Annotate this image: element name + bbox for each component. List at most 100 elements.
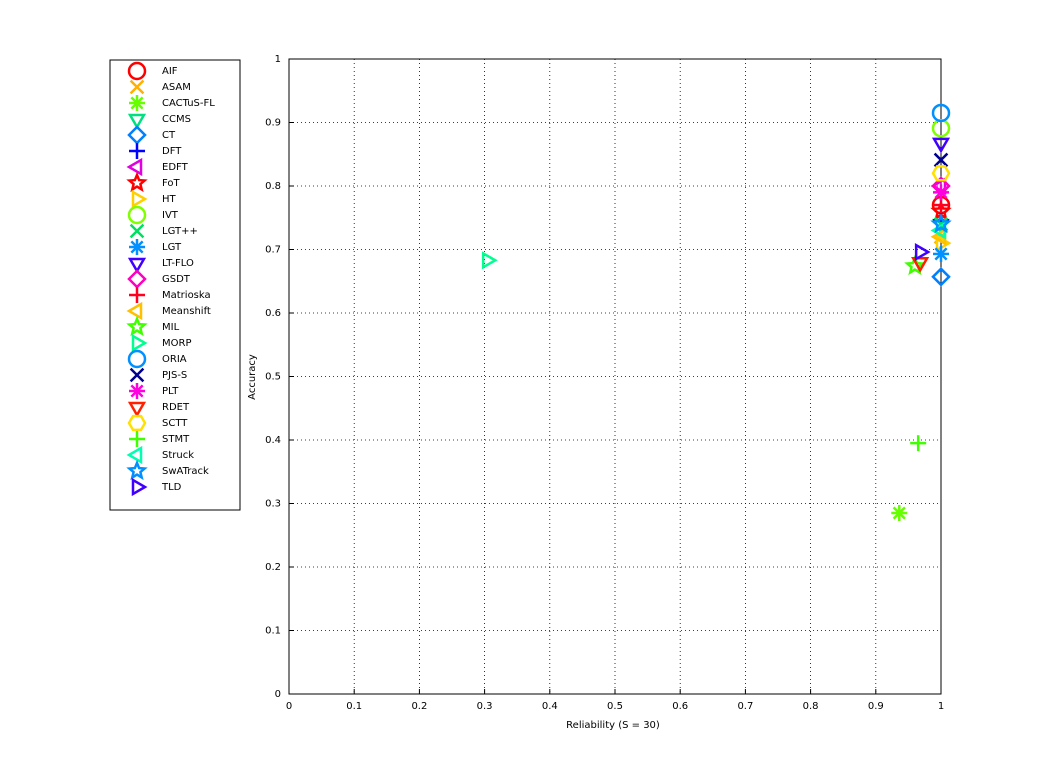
marker-shape xyxy=(127,401,147,418)
marker-shape xyxy=(934,185,948,199)
marker-shape xyxy=(127,257,147,274)
marker-shape xyxy=(931,137,951,154)
marker-shape xyxy=(126,171,148,193)
point xyxy=(914,242,931,262)
marker-shape xyxy=(129,367,145,383)
legend-label: PJS-S xyxy=(162,370,187,381)
legend-marker xyxy=(127,414,147,432)
legend-marker xyxy=(127,269,147,289)
x-tick-label: 0.3 xyxy=(477,701,493,712)
legend-marker xyxy=(129,367,145,383)
marker-shape xyxy=(930,212,952,234)
legend-label: CCMS xyxy=(162,114,191,125)
legend-marker xyxy=(129,223,145,239)
x-tick-label: 1 xyxy=(938,701,944,712)
legend-label: ORIA xyxy=(162,354,187,365)
legend-label: TLD xyxy=(161,482,182,493)
marker-shape xyxy=(892,506,906,520)
marker-shape xyxy=(130,240,144,254)
marker-shape xyxy=(126,315,148,337)
marker-shape xyxy=(127,414,147,432)
point xyxy=(931,267,951,287)
legend-marker xyxy=(127,61,147,81)
point xyxy=(933,245,949,262)
x-tick-label: 0.6 xyxy=(672,701,688,712)
y-tick-label: 0 xyxy=(275,689,281,700)
marker-shape xyxy=(914,242,931,262)
y-tick-label: 0.7 xyxy=(265,245,281,256)
legend-label: SwATrack xyxy=(162,466,209,477)
marker-shape xyxy=(126,157,143,177)
x-tick-label: 0.1 xyxy=(346,701,362,712)
legend-label: PLT xyxy=(162,386,179,397)
x-tick-label: 0 xyxy=(286,701,292,712)
legend-label: CT xyxy=(162,130,176,141)
legend-marker xyxy=(129,287,145,303)
marker-shape xyxy=(127,269,147,289)
legend-label: LGT xyxy=(162,242,182,253)
legend-label: FoT xyxy=(162,178,181,189)
legend-label: Meanshift xyxy=(162,306,211,317)
marker-shape xyxy=(931,165,951,182)
legend-marker xyxy=(129,239,145,255)
y-tick-label: 0.4 xyxy=(265,435,281,446)
x-tick-label: 0.4 xyxy=(542,701,558,712)
legend-marker xyxy=(129,431,145,447)
legend-marker xyxy=(127,125,147,145)
legend-label: AIF xyxy=(162,66,178,77)
y-tick-label: 0.9 xyxy=(265,118,281,129)
marker-shape xyxy=(931,267,951,287)
legend-marker xyxy=(126,171,148,193)
y-tick-label: 0.2 xyxy=(265,562,281,573)
point xyxy=(933,184,949,201)
legend-label: GSDT xyxy=(162,274,191,285)
legend-marker xyxy=(129,79,145,95)
y-tick-label: 0.8 xyxy=(265,181,281,192)
marker-shape xyxy=(131,477,148,497)
legend-marker xyxy=(126,157,143,177)
marker-shape xyxy=(127,125,147,145)
legend-label: LT-FLO xyxy=(162,258,194,269)
marker-shape xyxy=(933,152,949,168)
point xyxy=(931,165,951,182)
y-tick-label: 1 xyxy=(275,54,281,65)
marker-shape xyxy=(935,234,952,253)
marker-shape xyxy=(130,384,144,398)
legend-label: STMT xyxy=(162,434,190,445)
point xyxy=(910,435,927,452)
marker-shape xyxy=(126,445,143,465)
marker-shape xyxy=(127,113,147,130)
marker-shape xyxy=(127,205,147,225)
x-tick-label: 0.2 xyxy=(411,701,427,712)
legend-marker xyxy=(129,143,145,159)
y-axis-label: Accuracy xyxy=(247,354,258,400)
marker-shape xyxy=(481,251,498,270)
legend-label: RDET xyxy=(162,402,190,413)
legend-marker xyxy=(131,477,148,497)
marker-shape xyxy=(129,223,145,239)
legend-label: MIL xyxy=(162,322,180,333)
y-tick-label: 0.3 xyxy=(265,499,281,510)
x-tick-label: 0.9 xyxy=(868,701,884,712)
marker-shape xyxy=(911,256,930,273)
marker-shape xyxy=(130,96,144,110)
marker-shape xyxy=(127,349,147,369)
x-tick-label: 0.8 xyxy=(803,701,819,712)
legend-label: CACTuS-FL xyxy=(162,98,215,109)
point xyxy=(911,256,930,273)
marker-shape xyxy=(129,79,145,95)
legend-label: LGT++ xyxy=(162,226,198,237)
legend-marker xyxy=(126,315,148,337)
marker-shape xyxy=(127,61,147,81)
marker-shape xyxy=(131,333,148,353)
marker-shape xyxy=(904,254,926,276)
marker-shape xyxy=(931,103,951,123)
point xyxy=(935,234,952,253)
legend-label: SCTT xyxy=(162,418,188,429)
legend-marker xyxy=(127,113,147,130)
legend-marker xyxy=(129,95,145,111)
legend-marker xyxy=(127,257,147,274)
marker-shape xyxy=(934,247,948,261)
legend-marker xyxy=(126,301,143,321)
